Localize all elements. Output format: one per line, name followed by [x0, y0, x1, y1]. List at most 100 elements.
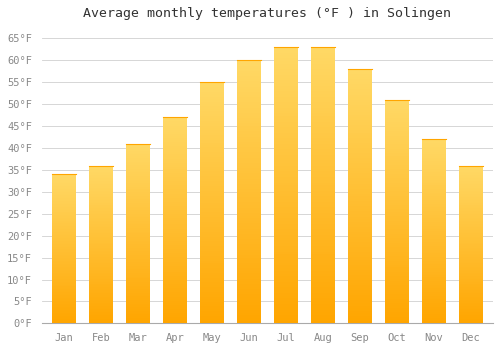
Bar: [163, 235, 187, 237]
Bar: [311, 61, 335, 64]
Bar: [163, 200, 187, 202]
Bar: [311, 105, 335, 108]
Bar: [459, 284, 483, 286]
Bar: [126, 210, 150, 212]
Bar: [200, 270, 224, 273]
Bar: [52, 179, 76, 180]
Bar: [200, 172, 224, 174]
Bar: [385, 281, 409, 283]
Bar: [89, 287, 113, 289]
Bar: [422, 307, 446, 309]
Bar: [422, 198, 446, 200]
Bar: [163, 165, 187, 167]
Bar: [52, 174, 76, 176]
Bar: [126, 233, 150, 235]
Bar: [459, 287, 483, 289]
Bar: [459, 251, 483, 252]
Bar: [163, 229, 187, 231]
Bar: [126, 189, 150, 190]
Bar: [126, 219, 150, 221]
Bar: [200, 287, 224, 289]
Bar: [163, 278, 187, 280]
Bar: [348, 303, 372, 306]
Bar: [237, 118, 261, 121]
Bar: [311, 64, 335, 66]
Bar: [422, 301, 446, 303]
Bar: [163, 299, 187, 301]
Bar: [274, 152, 298, 155]
Bar: [274, 116, 298, 119]
Bar: [459, 268, 483, 270]
Bar: [200, 253, 224, 256]
Bar: [200, 118, 224, 121]
Bar: [274, 268, 298, 271]
Bar: [126, 153, 150, 154]
Bar: [348, 214, 372, 217]
Bar: [126, 226, 150, 228]
Bar: [348, 280, 372, 283]
Bar: [52, 262, 76, 264]
Bar: [52, 277, 76, 279]
Bar: [385, 211, 409, 214]
Bar: [311, 80, 335, 83]
Bar: [459, 224, 483, 225]
Bar: [459, 320, 483, 322]
Bar: [422, 209, 446, 211]
Bar: [89, 295, 113, 296]
Bar: [237, 276, 261, 279]
Bar: [89, 314, 113, 315]
Bar: [89, 227, 113, 229]
Bar: [126, 311, 150, 313]
Bar: [385, 252, 409, 254]
Bar: [274, 122, 298, 125]
Bar: [311, 191, 335, 194]
Bar: [348, 173, 372, 176]
Bar: [422, 160, 446, 161]
Bar: [274, 282, 298, 285]
Bar: [237, 121, 261, 124]
Bar: [459, 304, 483, 306]
Bar: [311, 182, 335, 185]
Bar: [163, 189, 187, 191]
Bar: [459, 221, 483, 222]
Bar: [126, 295, 150, 296]
Bar: [163, 206, 187, 208]
Bar: [311, 318, 335, 321]
Bar: [237, 168, 261, 171]
Bar: [163, 196, 187, 198]
Bar: [200, 261, 224, 263]
Bar: [237, 74, 261, 76]
Bar: [163, 290, 187, 293]
Bar: [311, 158, 335, 160]
Bar: [311, 138, 335, 141]
Bar: [126, 174, 150, 176]
Bar: [52, 306, 76, 307]
Bar: [237, 124, 261, 126]
Bar: [459, 178, 483, 180]
Bar: [89, 169, 113, 170]
Bar: [200, 142, 224, 145]
Bar: [459, 286, 483, 287]
Bar: [89, 322, 113, 323]
Bar: [200, 285, 224, 287]
Bar: [200, 126, 224, 128]
Bar: [459, 196, 483, 197]
Bar: [237, 255, 261, 258]
Bar: [237, 313, 261, 315]
Bar: [163, 159, 187, 161]
Bar: [163, 303, 187, 305]
Bar: [200, 210, 224, 212]
Bar: [311, 304, 335, 307]
Bar: [348, 199, 372, 201]
Bar: [237, 181, 261, 184]
Bar: [52, 199, 76, 201]
Bar: [200, 135, 224, 138]
Bar: [237, 110, 261, 113]
Bar: [237, 71, 261, 74]
Bar: [52, 210, 76, 211]
Bar: [89, 186, 113, 188]
Bar: [274, 213, 298, 216]
Bar: [385, 158, 409, 160]
Bar: [385, 135, 409, 138]
Bar: [52, 276, 76, 277]
